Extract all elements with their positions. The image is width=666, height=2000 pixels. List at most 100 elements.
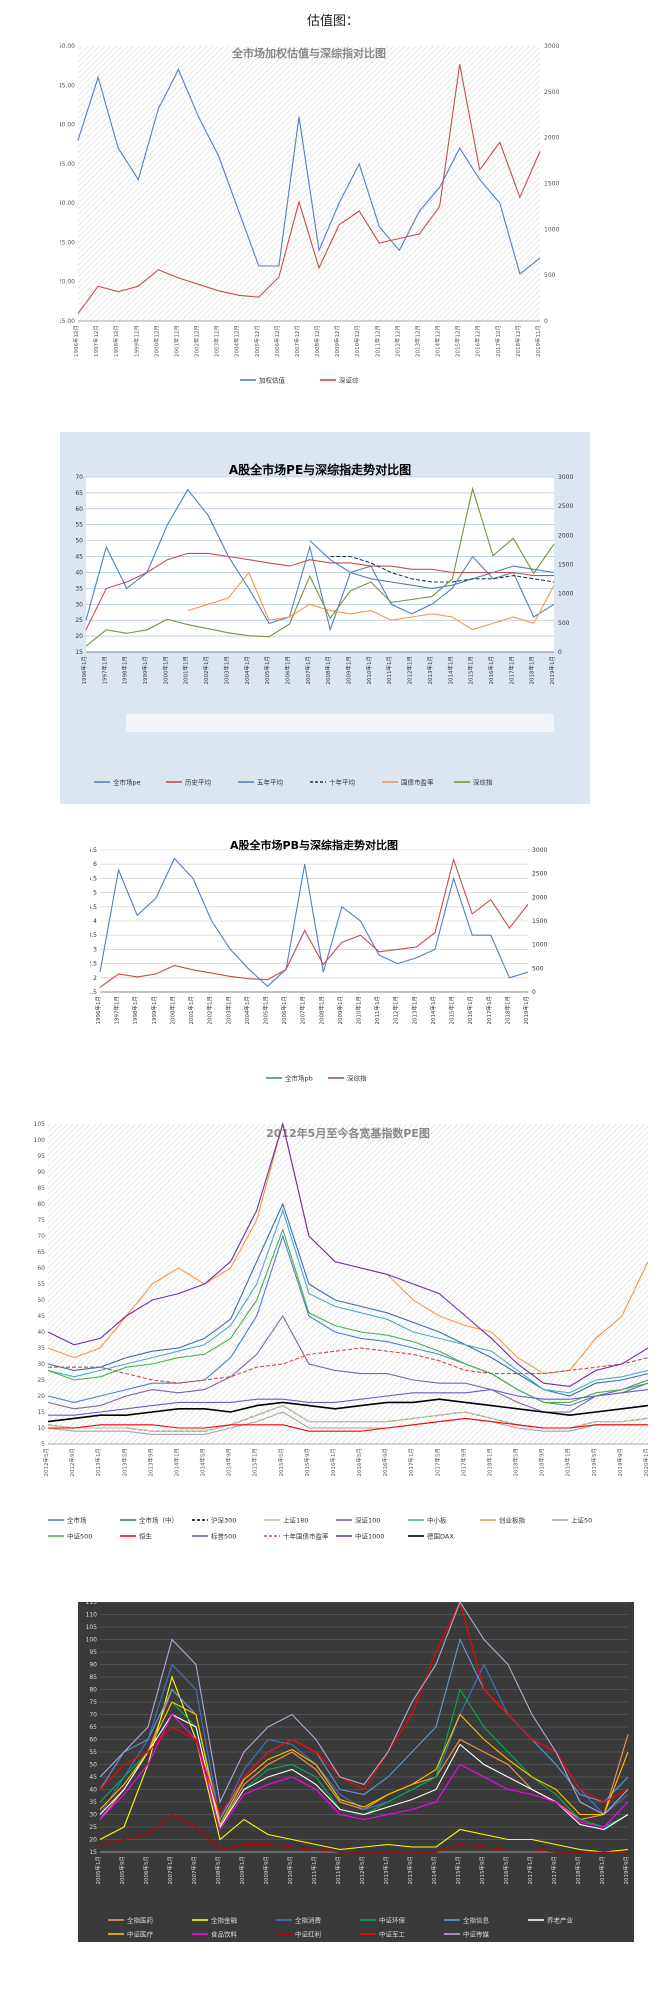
- y-tick-label: 20.00: [60, 279, 75, 286]
- y-tick-label: 20: [75, 633, 83, 640]
- series-line: [77, 68, 541, 275]
- series-line: [309, 540, 555, 589]
- x-tick-label: 2019年5月: [590, 1448, 598, 1477]
- y-tick-label: 5: [93, 890, 97, 897]
- x-tick-label: 2011年1月: [373, 996, 381, 1025]
- x-tick-label: 2012年12月: [393, 325, 401, 357]
- series-line: [99, 1713, 629, 1831]
- y-tick-label: 5: [41, 1441, 45, 1448]
- legend-label: 创业板指: [499, 1516, 526, 1525]
- series-line: [48, 1347, 648, 1384]
- x-tick-label: 2015年1月: [251, 1448, 259, 1477]
- x-tick-label: 2005年1月: [94, 1856, 102, 1885]
- x-tick-label: 1997年1月: [100, 656, 108, 685]
- x-tick-label: 2016年1月: [466, 996, 474, 1025]
- y2-tick-label: 500: [532, 965, 544, 972]
- y-tick-label: 4.5: [90, 904, 97, 911]
- y-tick-label: 70: [89, 1712, 97, 1719]
- y2-tick-label: 500: [544, 272, 556, 279]
- y2-tick-label: 1500: [532, 918, 547, 925]
- series-line: [85, 552, 554, 630]
- legend-label: 中证红利: [295, 1930, 321, 1939]
- y-tick-label: 100: [34, 1137, 46, 1144]
- legend-label: 全市场pe: [113, 778, 141, 787]
- x-tick-label: 2002年1月: [202, 656, 210, 685]
- x-tick-label: 2011年9月: [334, 1856, 342, 1885]
- x-tick-label: 2019年1月: [564, 1448, 572, 1477]
- y-tick-label: 60: [37, 1265, 45, 1272]
- x-tick-label: 2005年12月: [253, 325, 261, 357]
- pe-comparison-chart: A股全市场PE与深综指走势对比图 15 20 25 30 35 40 45 50 55 60 65 70…: [60, 432, 590, 804]
- x-tick-label: 2019年1月: [522, 996, 530, 1025]
- series-line: [47, 1208, 648, 1394]
- series-line: [187, 571, 555, 631]
- legend-label: 全市场pb: [285, 1074, 313, 1083]
- legend-label: 国债市盈率: [401, 778, 434, 787]
- legend-label: 深证100: [355, 1516, 380, 1525]
- sector-index-pe-chart: 15 20 25 30 35 40 45 50 55 60 65 70 75 80 85 90 95 100 105…: [78, 1602, 634, 1942]
- y-tick-label: 55: [37, 1281, 45, 1288]
- page-title: 估值图：: [306, 14, 359, 29]
- x-tick-label: 2007年1月: [166, 1856, 174, 1885]
- x-tick-label: 2012年5月: [358, 1856, 366, 1885]
- y-tick-label: 35: [75, 585, 83, 592]
- x-tick-label: 1996年12月: [72, 325, 80, 357]
- y-tick-label: 35: [89, 1799, 97, 1806]
- x-tick-label: 2013年12月: [413, 325, 421, 357]
- y2-tick-label: 2000: [544, 135, 559, 142]
- y-tick-label: 85: [89, 1674, 97, 1681]
- x-tick-label: 2008年1月: [324, 656, 332, 685]
- y-tick-label: 3.5: [90, 932, 97, 939]
- x-tick-label: 2017年1月: [507, 656, 515, 685]
- series-line: [47, 1227, 648, 1403]
- x-tick-label: 2006年1月: [283, 656, 291, 685]
- series-line: [99, 1602, 629, 1816]
- y-tick-label: 70: [37, 1233, 45, 1240]
- y-tick-label: 2.5: [90, 961, 97, 968]
- x-tick-label: 2015年12月: [454, 325, 462, 357]
- legend-label: 全指医药: [127, 1916, 154, 1925]
- y-tick-label: 45.00: [60, 82, 75, 89]
- y-tick-label: 45: [37, 1313, 45, 1320]
- legend-label: 全指消费: [295, 1916, 322, 1925]
- y2-tick-label: 2500: [532, 871, 547, 878]
- x-tick-label: 2015年1月: [454, 1856, 462, 1885]
- y-tick-label: 95: [37, 1153, 45, 1160]
- x-tick-label: 2019年1月: [598, 1856, 606, 1885]
- x-tick-label: 2017年1月: [485, 996, 493, 1025]
- x-tick-label: 1998年12月: [112, 325, 120, 357]
- x-tick-label: 2003年1月: [222, 656, 230, 685]
- broad-index-pe-chart: 2012年5月至今各宽基指数PE图 5 10 15 20 25 30 35 40 45 50 55 60…: [28, 1118, 648, 1588]
- valuation-comparison-chart: 全市场加权估值与深综指对比图 15.00 20.00 25.00 30.00 35.00 4…: [60, 40, 580, 430]
- x-tick-label: 2012年1月: [406, 656, 414, 685]
- x-tick-label: 2008年1月: [317, 996, 325, 1025]
- y-tick-label: 115: [86, 1602, 98, 1606]
- x-tick-label: 2015年1月: [467, 656, 475, 685]
- y-tick-label: 40: [75, 569, 83, 576]
- plot-area: [48, 1124, 648, 1444]
- legend-label: 全指金融: [211, 1916, 238, 1925]
- legend-label: 中小板: [427, 1516, 447, 1525]
- series-line: [99, 1602, 629, 1816]
- x-tick-label: 2020年1月: [642, 1448, 648, 1477]
- y-tick-label: 6: [93, 861, 97, 868]
- x-tick-label: 2017年1月: [526, 1856, 534, 1885]
- y2-tick-label: 2000: [532, 894, 547, 901]
- x-tick-label: 2014年5月: [199, 1448, 207, 1477]
- plot-area: [86, 477, 554, 652]
- legend-label: 深综指: [347, 1074, 367, 1083]
- y-tick-label: 20: [89, 1837, 97, 1844]
- chart-title: A股全市场PE与深综指走势对比图: [229, 462, 411, 477]
- series-line: [47, 1411, 648, 1435]
- x-tick-label: 2001年1月: [187, 996, 195, 1025]
- x-tick-label: 2017年5月: [433, 1448, 441, 1477]
- legend-label: 深综指: [473, 778, 493, 787]
- y-tick-label: 105: [34, 1121, 46, 1128]
- x-tick-label: 2018年5月: [512, 1448, 520, 1477]
- y-tick-label: 30: [89, 1812, 97, 1819]
- x-tick-label: 2018年12月: [514, 325, 522, 357]
- x-tick-label: 2001年12月: [172, 325, 180, 357]
- series-line: [99, 1701, 629, 1827]
- x-tick-label: 2014年1月: [429, 996, 437, 1025]
- y2-tick-label: 0: [558, 649, 562, 656]
